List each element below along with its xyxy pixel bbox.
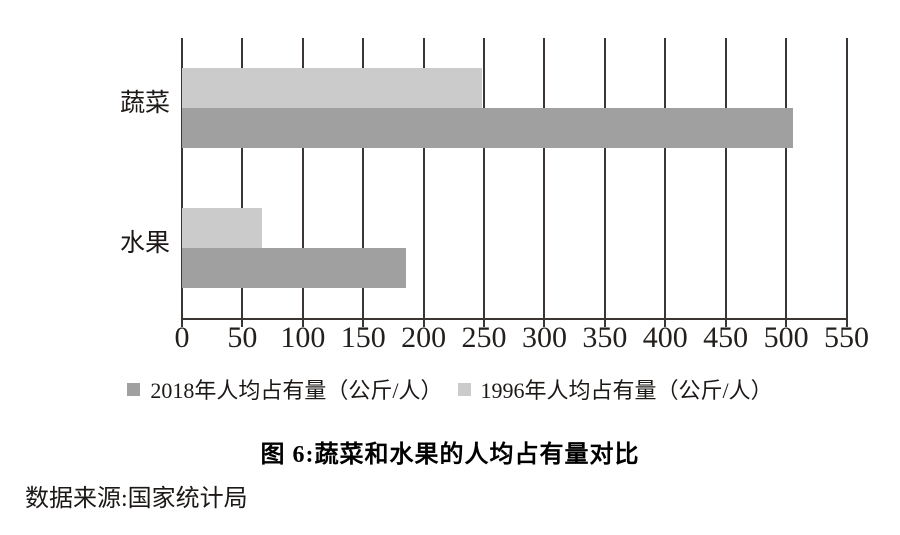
legend-label-2018: 2018年人均占有量（公斤/人）: [150, 378, 443, 403]
gridline-x-300: [543, 38, 546, 327]
x-tick-label-50: 50: [227, 321, 258, 354]
gridline-x-450: [724, 38, 727, 327]
x-tick-label-150: 150: [340, 321, 386, 354]
x-tick-label-0: 0: [174, 321, 190, 354]
gridline-x-150: [362, 38, 365, 327]
legend-item-1996: 1996年人均占有量（公斤/人）: [457, 373, 773, 405]
legend-swatch-1996: [457, 382, 471, 396]
legend-label-1996: 1996年人均占有量（公斤/人）: [480, 378, 773, 403]
gridline-x-250: [483, 38, 486, 327]
x-tick-label-100: 100: [280, 321, 326, 354]
gridline-x-200: [422, 38, 425, 327]
x-tick-label-250: 250: [461, 321, 507, 354]
x-axis-line: [181, 318, 848, 320]
legend-swatch-2018: [127, 382, 141, 396]
x-tick-label-300: 300: [521, 321, 567, 354]
gridline-x-100: [301, 38, 304, 327]
bar-fruits-1996: [182, 208, 262, 248]
category-label-vegetables: 蔬菜: [119, 90, 170, 117]
gridline-x-0: [181, 38, 183, 327]
bar-fruits-2018: [182, 248, 406, 288]
gridline-x-550: [845, 38, 848, 327]
gridline-x-400: [664, 38, 667, 327]
chart-title: 图 6:蔬菜和水果的人均占有量对比: [260, 442, 640, 468]
x-tick-label-450: 450: [703, 321, 749, 354]
category-label-fruits: 水果: [119, 230, 170, 257]
gridline-x-500: [785, 38, 788, 327]
data-source: 数据来源:国家统计局: [25, 486, 248, 512]
x-tick-label-400: 400: [642, 321, 688, 354]
bar-vegetables-2018: [182, 108, 794, 148]
gridline-x-50: [241, 38, 244, 327]
chart-legend: 2018年人均占有量（公斤/人） 1996年人均占有量（公斤/人）: [0, 374, 900, 404]
legend-item-2018: 2018年人均占有量（公斤/人）: [127, 373, 443, 405]
gridline-x-350: [603, 38, 606, 327]
bar-vegetables-1996: [182, 68, 482, 108]
x-tick-label-550: 550: [824, 321, 869, 354]
x-tick-label-500: 500: [763, 321, 809, 354]
x-tick-label-200: 200: [401, 321, 447, 354]
x-tick-label-350: 350: [582, 321, 628, 354]
